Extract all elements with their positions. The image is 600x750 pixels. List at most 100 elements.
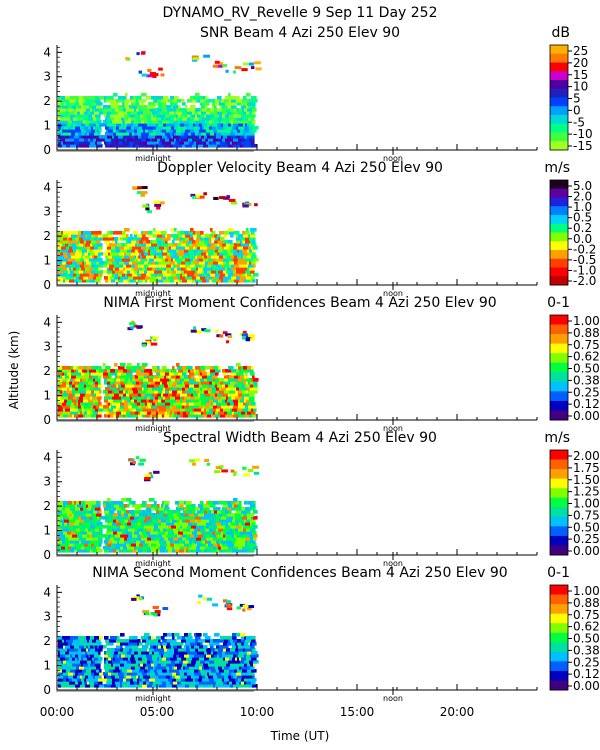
heatmap-cell: [172, 240, 175, 244]
heatmap-cell: [243, 102, 246, 106]
heatmap-cell: [233, 70, 237, 74]
heatmap-cell: [70, 504, 76, 508]
heatmap-cell: [90, 396, 93, 400]
heatmap-cell: [125, 132, 130, 136]
heatmap-cell: [193, 231, 196, 235]
panel-title: Spectral Width Beam 4 Azi 250 Elev 90: [163, 430, 437, 446]
y-tick-label: 1: [43, 389, 51, 403]
heatmap-cell: [206, 129, 212, 133]
heatmap-cell: [62, 135, 67, 139]
heatmap-cell: [137, 672, 143, 676]
heatmap-cell: [120, 537, 125, 541]
heatmap-cell: [143, 516, 146, 520]
heatmap-cell: [241, 141, 245, 145]
heatmap-cell: [155, 396, 159, 400]
heatmap-cell: [90, 246, 95, 250]
heatmap-cell: [223, 141, 227, 145]
heatmap-cell: [112, 528, 117, 532]
heatmap-cell: [231, 264, 235, 268]
heatmap-cell: [233, 473, 237, 477]
heatmap-cell: [219, 513, 223, 517]
heatmap-cell: [142, 99, 147, 103]
heatmap-cell: [194, 135, 200, 139]
heatmap-cell: [164, 267, 167, 271]
heatmap-cell: [166, 540, 171, 544]
colorbar-label: 0.38: [573, 373, 600, 387]
heatmap-cell: [124, 666, 128, 670]
heatmap-cell: [104, 396, 108, 400]
heatmap-cell: [195, 194, 201, 198]
heatmap-cell: [87, 249, 90, 253]
heatmap-cell: [104, 507, 109, 511]
heatmap-cell: [58, 258, 64, 262]
heatmap-cell: [252, 465, 260, 469]
heatmap-cell: [214, 60, 220, 64]
heatmap-cell: [179, 540, 184, 544]
heatmap-cell: [187, 267, 192, 271]
heatmap-cell: [181, 129, 186, 133]
heatmap-cell: [170, 279, 175, 283]
heatmap-cell: [239, 249, 243, 253]
heatmap-cell: [89, 519, 94, 523]
heatmap-cell: [166, 105, 172, 109]
heatmap-cell: [185, 273, 188, 277]
heatmap-cell: [217, 525, 221, 529]
colorbar-unit: m/s: [544, 430, 570, 446]
heatmap-cell: [158, 675, 161, 679]
heatmap-cell: [112, 135, 115, 139]
heatmap-cell: [138, 123, 143, 127]
heatmap-cell: [188, 129, 191, 133]
heatmap-cell: [78, 240, 81, 244]
heatmap-cell: [65, 408, 71, 412]
heatmap-cell: [228, 228, 234, 232]
heatmap-cell: [241, 255, 244, 259]
heatmap-cell: [91, 390, 95, 394]
heatmap-cell: [62, 534, 66, 538]
heatmap-cell: [112, 273, 117, 277]
heatmap-cell: [239, 387, 245, 391]
heatmap-cell: [206, 114, 212, 118]
heatmap-cell: [200, 387, 203, 391]
heatmap-cell: [173, 129, 177, 133]
heatmap-cell: [191, 108, 196, 112]
heatmap-cell: [230, 132, 236, 136]
heatmap-cell: [120, 672, 125, 676]
heatmap-cell: [150, 675, 155, 679]
heatmap-cell: [178, 243, 182, 247]
heatmap-cell: [222, 243, 227, 247]
heatmap-cell: [81, 117, 84, 121]
heatmap-cell: [132, 246, 135, 250]
heatmap-cell: [250, 519, 256, 523]
heatmap-cell: [156, 534, 160, 538]
heatmap-cell: [95, 387, 99, 391]
heatmap-cell: [58, 534, 63, 538]
heatmap-cell: [143, 543, 149, 547]
heatmap-cell: [213, 196, 219, 200]
heatmap-cell: [145, 132, 150, 136]
heatmap-cell: [136, 396, 140, 400]
heatmap-cell: [162, 129, 167, 133]
colorbar-label: -0.5: [573, 253, 596, 267]
heatmap-cell: [93, 405, 97, 409]
heatmap-cell: [201, 261, 206, 265]
heatmap-cell: [111, 663, 114, 667]
heatmap-cell: [106, 96, 110, 100]
heatmap-cell: [156, 510, 160, 514]
heatmap-cell: [159, 120, 163, 124]
heatmap-cell: [91, 231, 97, 235]
heatmap-cell: [244, 141, 248, 145]
heatmap-cell: [63, 249, 69, 253]
heatmap-cell: [79, 384, 85, 388]
heatmap-cell: [103, 375, 108, 379]
heatmap-cell: [81, 501, 86, 505]
heatmap-cell: [98, 519, 101, 523]
heatmap-cell: [163, 111, 167, 115]
heatmap-cell: [197, 522, 203, 526]
heatmap-cell: [213, 378, 216, 382]
heatmap-cell: [233, 546, 239, 550]
heatmap-cell: [219, 114, 223, 118]
heatmap-cell: [109, 135, 113, 139]
heatmap-cell: [106, 105, 112, 109]
heatmap-cell: [144, 117, 148, 121]
heatmap-cell: [179, 543, 185, 547]
